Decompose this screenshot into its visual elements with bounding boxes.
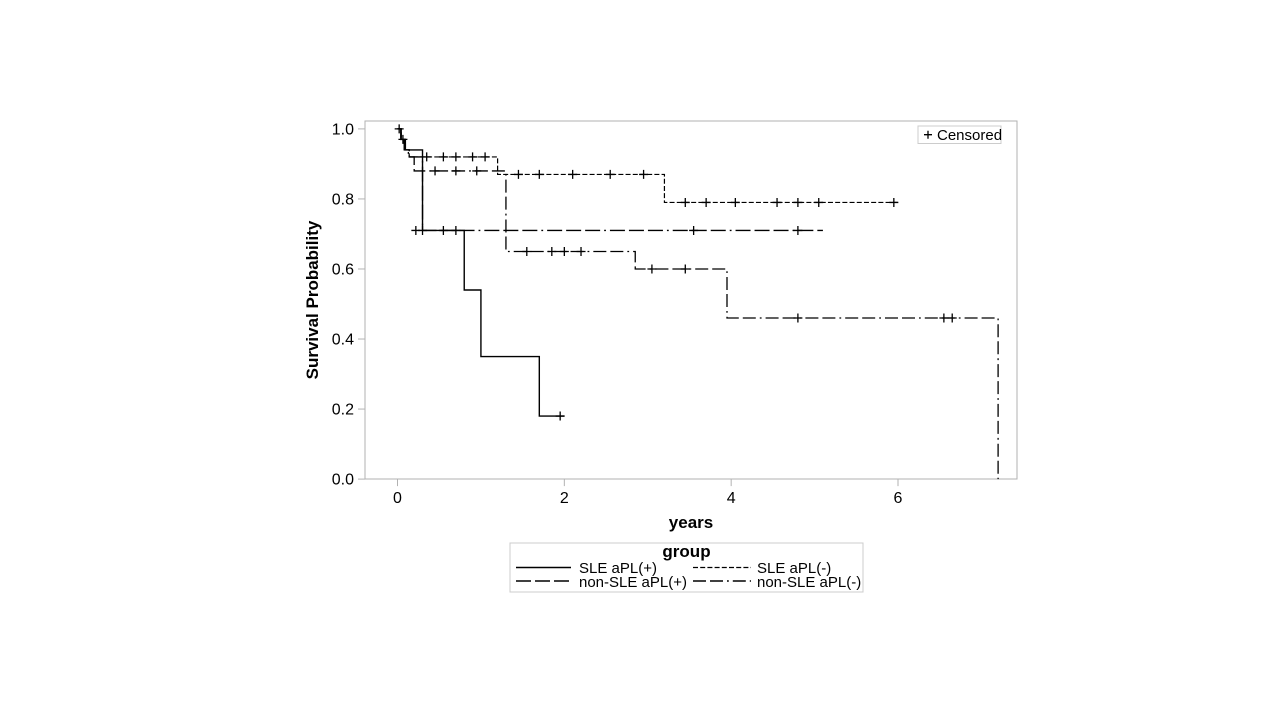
svg-text:Censored: Censored: [937, 127, 1002, 144]
svg-text:group: group: [662, 542, 710, 561]
svg-text:0.8: 0.8: [332, 191, 354, 208]
svg-text:1.0: 1.0: [332, 121, 354, 138]
svg-text:0: 0: [393, 490, 402, 507]
svg-text:years: years: [669, 513, 713, 532]
svg-text:0.2: 0.2: [332, 402, 354, 419]
svg-text:4: 4: [727, 490, 736, 507]
svg-text:6: 6: [894, 490, 903, 507]
svg-text:non-SLE aPL(+): non-SLE aPL(+): [579, 574, 687, 591]
svg-text:0.4: 0.4: [332, 332, 354, 349]
svg-text:Survival Probability: Survival Probability: [303, 220, 322, 379]
svg-text:2: 2: [560, 490, 569, 507]
svg-text:non-SLE aPL(-): non-SLE aPL(-): [757, 574, 861, 591]
svg-text:0.6: 0.6: [332, 261, 354, 278]
svg-text:0.0: 0.0: [332, 472, 354, 489]
